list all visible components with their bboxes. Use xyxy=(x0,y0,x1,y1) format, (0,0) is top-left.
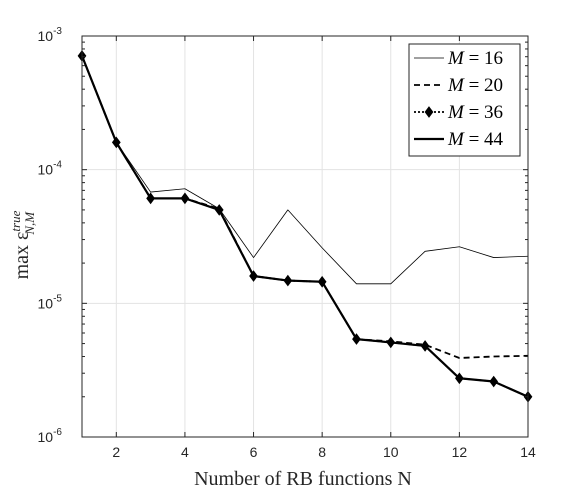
series-line-1 xyxy=(81,55,529,285)
legend-box xyxy=(408,43,521,157)
y-tick-label: 10-5 xyxy=(38,293,63,311)
axis-ticks: 2 4 6 8 10 12 14 10-3 10-4 10-5 10-6 xyxy=(38,26,536,460)
x-tick-label: 2 xyxy=(112,444,120,460)
legend-label-4: M = 44 xyxy=(447,129,504,150)
x-tick-label: 6 xyxy=(250,444,258,460)
y-tick-label: 10-6 xyxy=(38,427,63,445)
x-tick-label: 8 xyxy=(318,444,326,460)
legend-label-1: M = 16 xyxy=(447,48,503,69)
y-axis-label: max εtrueN,M xyxy=(8,210,37,279)
plot-frame xyxy=(81,35,529,438)
y-tick-label: 10-4 xyxy=(38,160,63,178)
legend-marker xyxy=(424,106,434,118)
x-tick-label: 4 xyxy=(181,444,189,460)
legend: M = 16 M = 20 M = 36 M = 44 xyxy=(408,43,521,157)
y-tick-label: 10-3 xyxy=(38,26,63,44)
x-axis-label: Number of RB functions N xyxy=(194,468,412,490)
legend-label-2: M = 20 xyxy=(447,75,503,96)
x-tick-label: 14 xyxy=(520,444,536,460)
series-line-4 xyxy=(80,55,529,398)
x-tick-label: 10 xyxy=(383,444,399,460)
x-tick-label: 12 xyxy=(452,444,468,460)
legend-label-3: M = 36 xyxy=(447,102,503,123)
series-group xyxy=(77,50,533,403)
svg-text:max εtrueN,M: max εtrueN,M xyxy=(8,210,37,279)
